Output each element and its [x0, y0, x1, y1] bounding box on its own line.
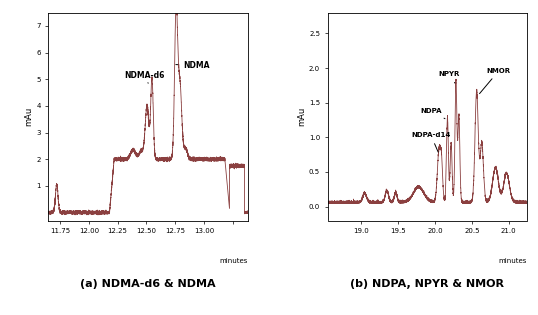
Text: NMOR: NMOR — [479, 68, 511, 94]
Text: (b) NDPA, NPYR & NMOR: (b) NDPA, NPYR & NMOR — [350, 279, 505, 289]
Text: NPYR: NPYR — [438, 72, 460, 83]
Text: minutes: minutes — [499, 258, 527, 264]
Text: NDPA: NDPA — [420, 108, 445, 119]
Text: minutes: minutes — [220, 258, 248, 264]
Text: NDMA-d6: NDMA-d6 — [124, 71, 165, 83]
Y-axis label: mAu: mAu — [297, 107, 306, 126]
Text: NDPA-d14: NDPA-d14 — [411, 132, 451, 152]
Text: NDMA: NDMA — [176, 61, 210, 70]
Y-axis label: mAu: mAu — [25, 107, 33, 126]
Text: (a) NDMA-d6 & NDMA: (a) NDMA-d6 & NDMA — [80, 279, 216, 289]
